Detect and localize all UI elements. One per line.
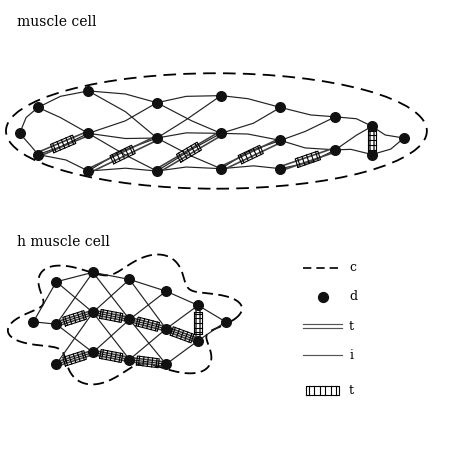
Point bbox=[53, 278, 60, 285]
Text: c: c bbox=[349, 261, 356, 274]
Point bbox=[89, 309, 97, 316]
Text: t: t bbox=[349, 384, 354, 397]
Text: h muscle cell: h muscle cell bbox=[18, 235, 110, 249]
Point bbox=[162, 287, 170, 295]
Text: muscle cell: muscle cell bbox=[18, 15, 97, 28]
Point bbox=[16, 129, 24, 137]
Point bbox=[222, 318, 229, 326]
Point bbox=[126, 316, 133, 323]
Text: d: d bbox=[349, 291, 357, 303]
Point bbox=[194, 337, 202, 345]
Point bbox=[89, 269, 97, 276]
Point bbox=[332, 113, 339, 120]
Point bbox=[368, 151, 376, 158]
Point bbox=[217, 92, 225, 100]
Point bbox=[53, 360, 60, 368]
Point bbox=[194, 301, 202, 309]
Point bbox=[34, 151, 42, 158]
Point bbox=[34, 104, 42, 111]
Text: t: t bbox=[349, 319, 354, 333]
Point bbox=[53, 320, 60, 328]
Point bbox=[29, 318, 37, 326]
Point bbox=[277, 165, 284, 173]
Point bbox=[126, 275, 133, 283]
Point bbox=[84, 87, 92, 95]
Point bbox=[162, 325, 170, 333]
Point bbox=[153, 99, 161, 107]
Text: i: i bbox=[349, 349, 353, 362]
Point bbox=[400, 134, 408, 142]
Point bbox=[84, 167, 92, 175]
Point bbox=[217, 129, 225, 137]
Point bbox=[153, 167, 161, 175]
Point bbox=[319, 293, 326, 301]
Point bbox=[89, 349, 97, 356]
Point bbox=[217, 165, 225, 173]
Point bbox=[126, 356, 133, 363]
Point bbox=[153, 134, 161, 142]
Point bbox=[368, 122, 376, 130]
Point bbox=[277, 104, 284, 111]
Point bbox=[162, 360, 170, 368]
Point bbox=[332, 146, 339, 154]
Point bbox=[277, 137, 284, 144]
Point bbox=[84, 129, 92, 137]
